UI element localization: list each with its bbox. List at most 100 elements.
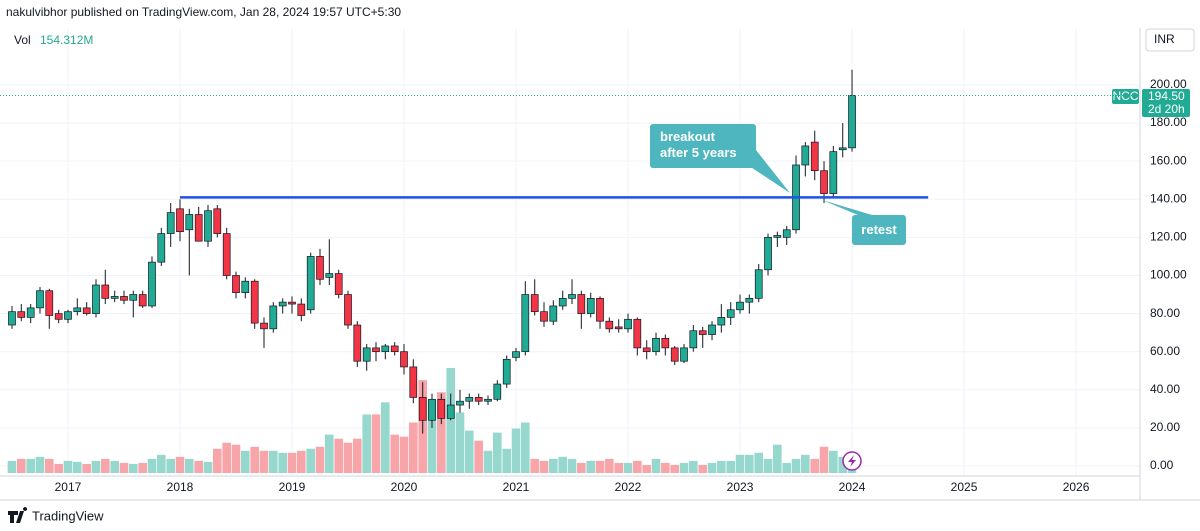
candle-body [586,297,595,314]
candle-body [437,398,446,419]
candle-body [353,324,362,362]
volume-title: Vol [14,33,31,47]
volume-bar [689,460,698,473]
candle-body [82,307,91,314]
volume-bar [651,458,661,473]
volume-bar [801,454,810,473]
volume-bar [577,462,586,473]
volume-bar [16,458,26,473]
y-tick-label: 100.00 [1150,268,1187,282]
candle-body [465,397,474,402]
volume-bar [483,450,493,473]
candle-body [577,294,586,314]
candle-body [344,294,352,326]
volume-bar [222,442,232,473]
x-tick-label: 2024 [839,480,866,494]
volume-bar [63,460,73,473]
candle-body [838,147,847,151]
candle-body [260,322,268,330]
volume-bar [409,422,418,473]
candle-body [558,297,567,307]
candle-body [502,358,511,385]
volume-value: 154.312M [40,33,93,47]
candle-body [101,284,110,299]
event-icon-bolt [848,455,856,467]
x-tick-label: 2018 [167,480,194,494]
candle-body [670,347,679,362]
candle-body [820,170,828,194]
volume-bar [773,444,782,473]
candle-body [801,145,810,166]
volume-bar [250,446,260,473]
volume-bar [231,444,241,473]
candle-body [166,212,175,234]
volume-bar [511,428,521,473]
volume-bar [54,463,63,473]
x-tick-label: 2020 [391,480,418,494]
candle-body [64,311,72,320]
volume-bar [35,456,45,473]
volume-bar [679,462,689,473]
candle-body [194,214,203,242]
candle-body [185,214,194,231]
volume-bar [315,446,325,473]
candle-body [269,305,278,330]
countdown: 2d 20h [1148,102,1185,116]
volume-bar [614,462,624,473]
volume-bar [240,450,250,473]
volume-bar [549,458,558,473]
candle-body [568,294,576,299]
symbol: NCC [1113,89,1139,103]
currency-button[interactable] [1145,28,1195,52]
volume-bar [810,458,820,473]
volume-bar [334,438,344,473]
volume-bar [586,460,596,473]
symbol-badge [1112,89,1139,104]
volume-bar [82,463,91,473]
candle-body [764,237,772,271]
volume-bar [437,392,446,473]
volume-bar [735,454,745,473]
last-price-label: 194.50 [1148,89,1185,103]
candle-body [400,351,408,368]
volume-bar [7,460,17,473]
candle-body [540,311,548,322]
candle-body [26,307,35,318]
volume-bar [156,454,166,473]
volume-bar [633,460,642,473]
brand: TradingView [32,508,104,523]
candle-body [848,95,856,149]
volume-bar [110,460,119,473]
candle-body [773,235,782,238]
currency[interactable]: INR [1154,32,1175,46]
volume-bar [661,462,670,473]
candle-body [17,311,26,318]
volume-bar [567,458,577,473]
candle-body [624,318,632,330]
x-tick-label: 2023 [727,480,754,494]
candle-body [418,397,427,421]
volume-bar [119,462,129,473]
volume-bar [306,448,316,473]
candle-body [549,305,558,322]
candle-body [316,256,324,280]
y-tick-label: 20.00 [1150,420,1180,434]
annotation: retest [852,215,906,245]
candle-body [232,275,240,293]
candle-body [484,398,492,402]
candle-body [92,284,100,314]
volume-bar [362,414,372,473]
publisher-line: nakulvibhor published on TradingView.com… [6,5,401,19]
candle-body [45,290,54,316]
candle-body [428,398,436,421]
candle-body [708,324,716,335]
volume-bar [493,432,502,473]
volume-bar [390,434,400,473]
price-badge [1142,89,1190,117]
candle-body [661,338,670,349]
volume-bar [558,456,568,473]
x-tick-label: 2021 [503,480,530,494]
candle-body [138,294,147,307]
